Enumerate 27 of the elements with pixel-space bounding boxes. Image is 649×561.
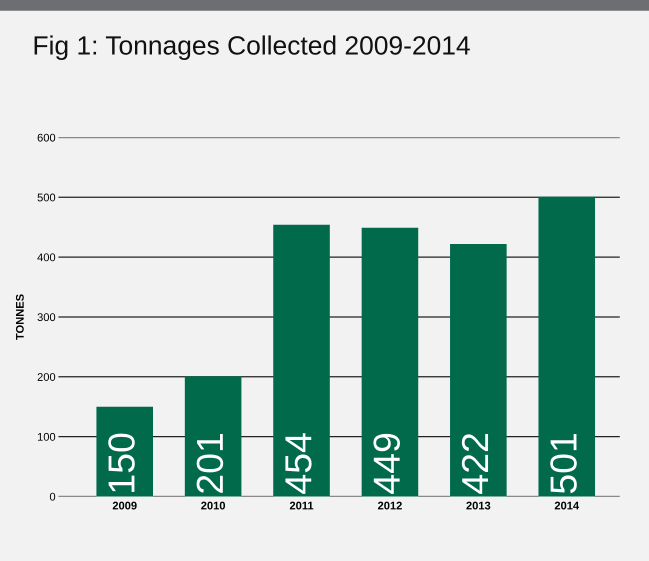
chart-title: Fig 1: Tonnages Collected 2009-2014: [34, 35, 470, 60]
y-axis-title: TONNES: [16, 294, 24, 340]
y-tick-label: 400: [37, 253, 56, 262]
bar: [450, 244, 507, 496]
x-tick-label: 2013: [466, 502, 490, 510]
bar: [273, 224, 330, 496]
x-tick-label: 2010: [201, 502, 226, 510]
y-tick-label: 500: [38, 194, 56, 202]
bar: [538, 196, 596, 496]
data-label: 449: [373, 434, 400, 494]
x-tick-label: 2009: [112, 502, 137, 510]
bar: [96, 406, 154, 496]
x-tick-label: 2014: [554, 502, 580, 510]
data-label: 201: [196, 434, 224, 493]
data-label: 454: [285, 433, 312, 494]
y-tick-label: 200: [38, 373, 56, 381]
y-tick-label: 0: [50, 492, 56, 501]
bar: [184, 376, 242, 496]
y-tick-label: 100: [38, 432, 56, 441]
y-tick-label: 300: [38, 313, 56, 322]
data-label: 422: [462, 434, 488, 494]
data-label: 150: [108, 434, 135, 492]
x-tick-label: 2012: [378, 502, 402, 510]
data-label: 501: [550, 434, 577, 494]
bar: [362, 228, 418, 496]
x-tick-label: 2011: [290, 502, 314, 510]
y-tick-label: 600: [38, 134, 56, 142]
